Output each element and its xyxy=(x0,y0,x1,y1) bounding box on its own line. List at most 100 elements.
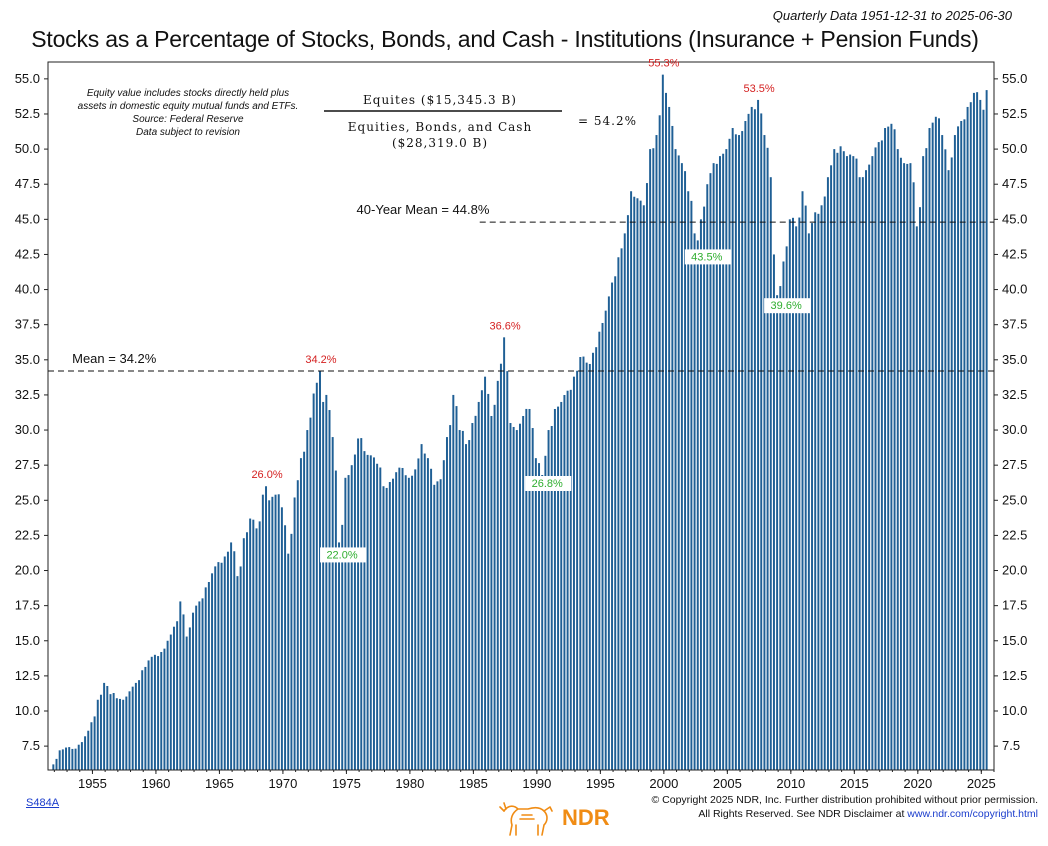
chart-subtitle: Quarterly Data 1951-12-31 to 2025-06-30 xyxy=(772,8,1012,23)
peak-annotation: 34.2% xyxy=(305,354,336,366)
bar xyxy=(369,455,372,770)
bar xyxy=(918,207,921,770)
bull-bear-icon xyxy=(499,802,553,836)
bar xyxy=(239,566,242,770)
bar xyxy=(265,486,268,770)
y-tick-label-left: 12.5 xyxy=(15,668,40,683)
chart-code-link[interactable]: S484A xyxy=(26,797,60,809)
peak-annotation: 26.0% xyxy=(251,469,282,481)
bar xyxy=(753,109,756,770)
bar xyxy=(150,656,153,770)
bar xyxy=(665,92,667,770)
bar xyxy=(611,282,614,770)
bar xyxy=(198,601,201,770)
bar xyxy=(131,686,134,770)
bar xyxy=(976,92,979,771)
bar xyxy=(344,477,347,770)
x-tick-label: 1965 xyxy=(205,776,234,791)
y-tick-label-right: 27.5 xyxy=(1002,457,1027,472)
bar xyxy=(592,352,594,770)
bar xyxy=(826,177,829,770)
bar xyxy=(506,371,509,770)
bar xyxy=(353,454,356,770)
bar xyxy=(960,121,963,770)
bar xyxy=(779,286,782,770)
bar xyxy=(477,401,480,770)
bar xyxy=(880,140,883,771)
y-tick-label-right: 37.5 xyxy=(1002,317,1027,332)
bar xyxy=(817,213,820,770)
y-tick-label-left: 22.5 xyxy=(15,527,40,542)
bar xyxy=(274,494,277,770)
bar xyxy=(928,128,931,770)
y-tick-label-right: 55.0 xyxy=(1002,71,1027,86)
bar xyxy=(290,533,293,770)
trough-annotation: 22.0% xyxy=(326,549,357,561)
bar xyxy=(893,129,896,770)
bar xyxy=(217,562,220,770)
bar xyxy=(366,454,369,770)
copyright-link[interactable]: www.ndr.com/copyright.html xyxy=(907,808,1038,820)
bar xyxy=(607,296,610,770)
bar xyxy=(385,487,388,770)
bar xyxy=(769,177,772,770)
bar xyxy=(842,151,845,770)
bar xyxy=(455,406,458,770)
bar xyxy=(287,553,290,770)
bar xyxy=(312,393,315,770)
note-line-2: assets in domestic equity mutual funds a… xyxy=(78,101,299,112)
bar xyxy=(122,699,125,770)
bar xyxy=(515,430,518,770)
y-tick-label-left: 15.0 xyxy=(15,633,40,648)
y-tick-label-left: 52.5 xyxy=(15,106,40,121)
bar xyxy=(969,102,972,771)
bar xyxy=(623,233,626,770)
bar xyxy=(179,601,182,770)
bar xyxy=(255,528,258,770)
x-tick-label: 1955 xyxy=(78,776,107,791)
note-line-1: Equity value includes stocks directly he… xyxy=(87,88,289,99)
bar xyxy=(922,156,925,770)
bar xyxy=(188,627,191,770)
bar xyxy=(912,182,915,771)
bar xyxy=(801,191,804,771)
bar xyxy=(293,497,296,770)
bar xyxy=(795,226,798,771)
bar xyxy=(109,694,112,770)
bar xyxy=(433,484,436,770)
bar xyxy=(144,666,147,770)
bar xyxy=(277,494,280,770)
bar xyxy=(696,240,699,770)
y-tick-label-right: 35.0 xyxy=(1002,352,1027,367)
bar xyxy=(233,551,236,770)
bar xyxy=(757,99,760,771)
bar xyxy=(785,246,788,770)
bar xyxy=(620,248,623,771)
x-tick-label: 1960 xyxy=(141,776,170,791)
bar xyxy=(360,438,363,770)
y-tick-label-right: 10.0 xyxy=(1002,703,1027,718)
y-tick-label-right: 47.5 xyxy=(1002,176,1027,191)
y-tick-label-left: 20.0 xyxy=(15,563,40,578)
bar xyxy=(655,135,658,771)
bar xyxy=(299,458,302,770)
bar xyxy=(169,634,172,770)
bar xyxy=(306,430,309,770)
bar xyxy=(633,196,636,770)
x-tick-label: 2015 xyxy=(840,776,869,791)
bar xyxy=(544,455,547,770)
bar xyxy=(528,408,531,770)
bar xyxy=(925,148,928,770)
plot-frame xyxy=(47,61,995,771)
bar xyxy=(868,164,871,771)
x-tick-label: 2025 xyxy=(967,776,996,791)
bar xyxy=(938,118,940,770)
y-tick-label-left: 10.0 xyxy=(15,703,40,718)
bar xyxy=(579,357,582,770)
bar xyxy=(195,605,198,770)
y-tick-label-right: 45.0 xyxy=(1002,211,1027,226)
bar xyxy=(112,693,115,770)
bar xyxy=(157,656,160,770)
bar xyxy=(236,576,239,770)
